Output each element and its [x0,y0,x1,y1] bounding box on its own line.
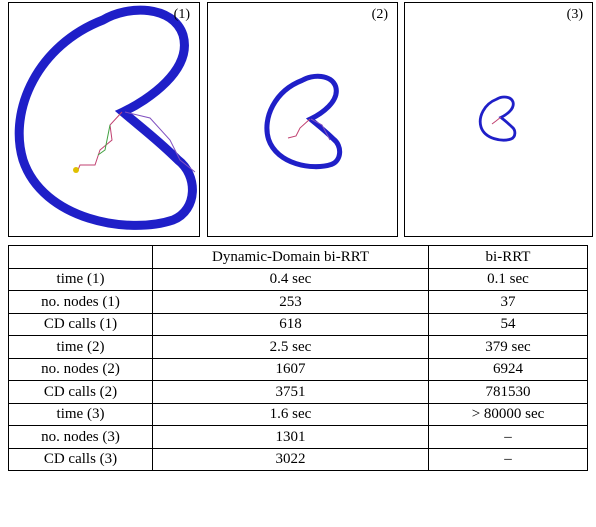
table-cell: CD calls (3) [8,447,153,471]
panel-label: (1) [174,7,191,22]
table-cell: – [428,447,588,471]
table-cell: time (2) [8,335,153,359]
table-cell: no. nodes (2) [8,357,153,381]
table-row: time (1) 0.4 sec 0.1 sec [8,267,588,291]
table-cell: 1301 [152,425,429,449]
table-row: CD calls (2) 3751 781530 [8,380,588,404]
table-cell: 1.6 sec [152,402,429,426]
table-cell: – [428,425,588,449]
table-row: no. nodes (1) 253 37 [8,290,588,314]
header-cell [8,245,153,269]
table-cell: 1607 [152,357,429,381]
table-cell: no. nodes (1) [8,290,153,314]
table-cell: 3751 [152,380,429,404]
table-row: CD calls (1) 618 54 [8,312,588,336]
table-cell: CD calls (2) [8,380,153,404]
header-row: Dynamic-Domain bi-RRT bi-RRT [8,245,588,269]
header-cell: Dynamic-Domain bi-RRT [152,245,429,269]
table-cell: 618 [152,312,429,336]
table-cell: 0.4 sec [152,267,429,291]
figure-panels: (1) (2) (3) [8,2,593,237]
table-row: time (3) 1.6 sec > 80000 sec [8,402,588,426]
table-cell: time (1) [8,267,153,291]
table-row: no. nodes (3) 1301– [8,425,588,449]
panel-1 [8,2,200,237]
table-cell: 781530 [428,380,588,404]
panel-2 [207,2,398,237]
header-cell: bi-RRT [428,245,588,269]
table-cell: 253 [152,290,429,314]
table-row: time (2) 2.5 sec 379 sec [8,335,588,359]
table-cell: time (3) [8,402,153,426]
panel-label: (3) [567,7,584,22]
table-cell: 2.5 sec [152,335,429,359]
table-cell: 54 [428,312,588,336]
table-cell: 3022 [152,447,429,471]
table-cell: 37 [428,290,588,314]
table-cell: 0.1 sec [428,267,588,291]
table-row: no. nodes (2) 1607 6924 [8,357,588,381]
table-cell: 6924 [428,357,588,381]
results-table: Dynamic-Domain bi-RRT bi-RRT time (1) 0.4 s… [8,245,588,471]
table-row: CD calls (3) 3022– [8,447,588,471]
panel-label: (2) [372,7,389,22]
table-cell: CD calls (1) [8,312,153,336]
table-cell: 379 sec [428,335,588,359]
panel-3 [404,2,593,237]
table-cell: > 80000 sec [428,402,588,426]
table-cell: no. nodes (3) [8,425,153,449]
